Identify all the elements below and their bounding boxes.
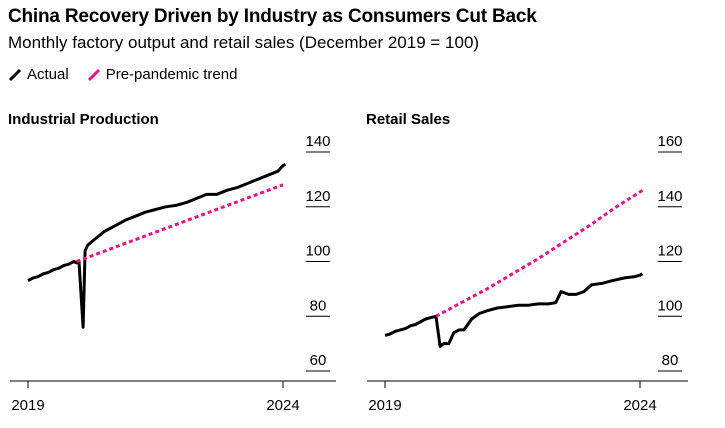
industrial-x-tick-label-2024: 2024 <box>266 397 299 414</box>
industrial-actual-line <box>27 162 287 329</box>
chart-title: China Recovery Driven by Industry as Con… <box>8 6 537 27</box>
retail-x-tick-label-2019: 2019 <box>368 397 401 414</box>
legend: Actual Pre-pandemic trend <box>8 66 255 83</box>
retail-y-tick-label-160: 160 <box>657 133 682 150</box>
chart-subtitle: Monthly factory output and retail sales … <box>8 33 480 52</box>
legend-trend-icon <box>87 68 101 82</box>
retail-y-tick-label-100: 100 <box>657 297 682 314</box>
legend-item-actual: Actual <box>8 66 69 83</box>
legend-actual-icon <box>8 68 22 82</box>
retail-y-tick-label-80: 80 <box>662 352 679 369</box>
retail-trend-line <box>435 189 644 318</box>
legend-trend-label: Pre-pandemic trend <box>105 66 238 83</box>
industrial-y-tick-label-60: 60 <box>310 352 327 369</box>
retail-y-tick-label-140: 140 <box>657 188 682 205</box>
industrial-y-tick-label-140: 140 <box>305 133 330 150</box>
legend-item-trend: Pre-pandemic trend <box>87 66 238 83</box>
industrial-y-tick-label-100: 100 <box>305 243 330 260</box>
industrial-y-tick-label-80: 80 <box>310 297 327 314</box>
industrial-x-tick-label-2019: 2019 <box>11 397 44 414</box>
retail-x-tick-label-2024: 2024 <box>623 397 656 414</box>
retail-actual-line <box>384 272 644 348</box>
industrial-trend-line <box>75 183 284 263</box>
panel-title-industrial: Industrial Production <box>8 111 159 128</box>
legend-actual-label: Actual <box>27 66 69 83</box>
retail-y-tick-label-120: 120 <box>657 243 682 260</box>
industrial-y-tick-label-120: 120 <box>305 188 330 205</box>
panel-title-retail: Retail Sales <box>366 111 451 128</box>
